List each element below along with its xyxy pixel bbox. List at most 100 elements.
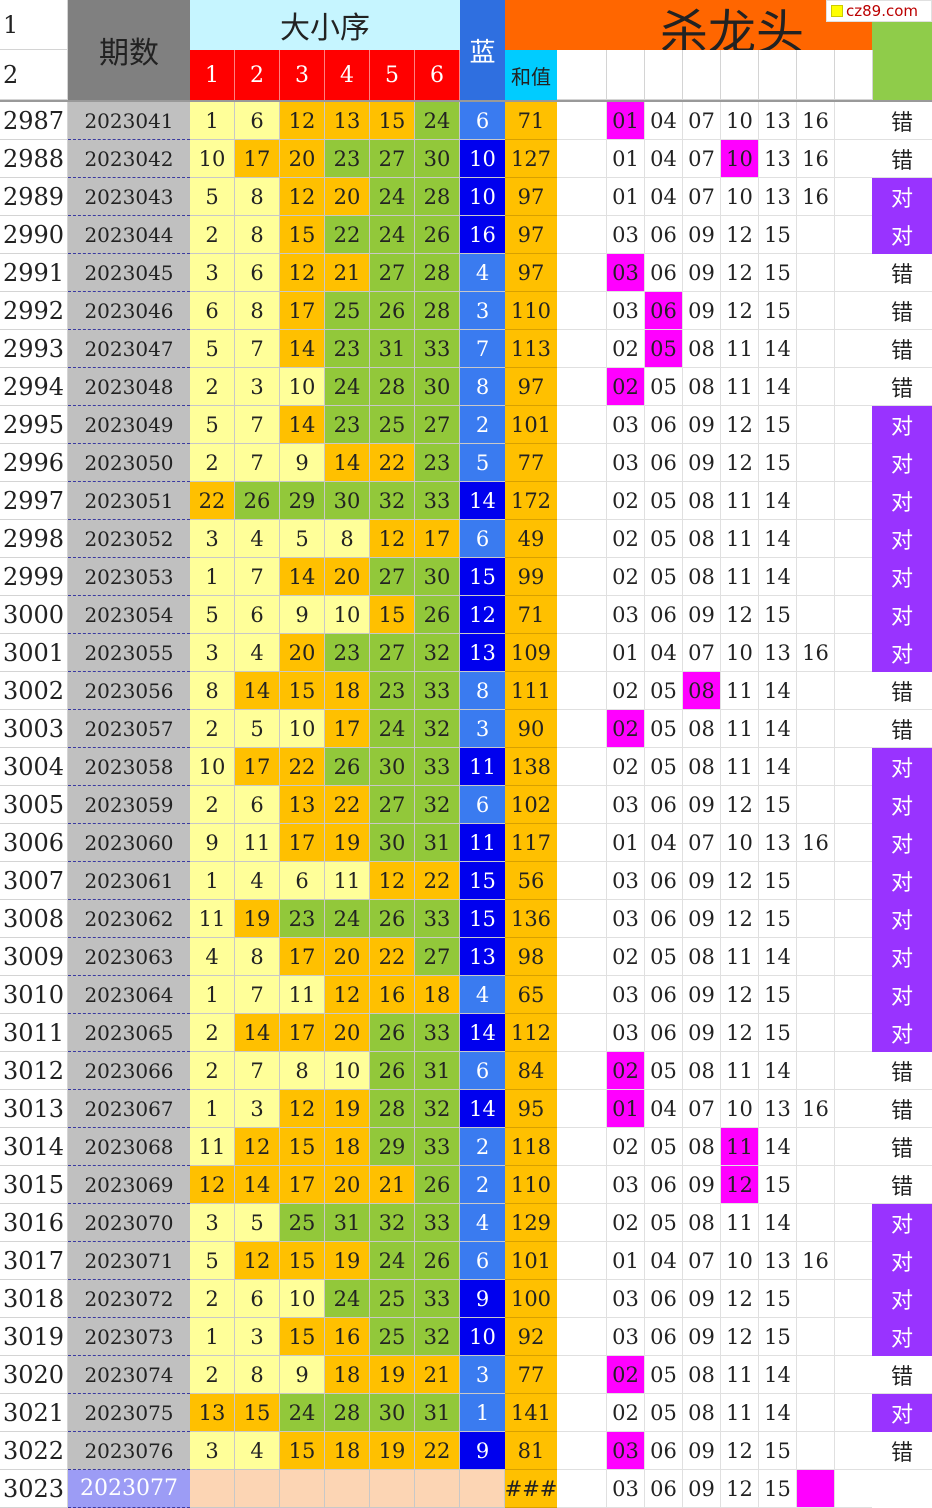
red-ball-cell[interactable]: 26	[415, 216, 460, 254]
red-ball-cell[interactable]: 20	[325, 938, 370, 976]
gap-cell[interactable]	[557, 1128, 607, 1166]
kill-number-cell[interactable]: 02	[607, 1052, 645, 1090]
kill-number-cell[interactable]: 01	[607, 1090, 645, 1128]
kill-number-cell[interactable]	[797, 216, 835, 254]
kill-number-cell[interactable]: 07	[683, 140, 721, 178]
kill-number-cell[interactable]	[797, 786, 835, 824]
kill-number-cell[interactable]: 05	[645, 710, 683, 748]
red-ball-cell[interactable]: 24	[325, 900, 370, 938]
kill-number-cell[interactable]: 11	[721, 1052, 759, 1090]
red-ball-cell[interactable]: 28	[415, 292, 460, 330]
row-number[interactable]: 2988	[0, 140, 68, 178]
kill-number-cell[interactable]	[835, 596, 873, 634]
kill-number-cell[interactable]: 09	[683, 786, 721, 824]
period-cell[interactable]: 2023062	[68, 900, 190, 938]
kill-number-cell[interactable]	[797, 1204, 835, 1242]
kill-number-cell[interactable]: 08	[683, 1128, 721, 1166]
kill-number-cell[interactable]	[835, 178, 873, 216]
blue-ball-cell[interactable]: 8	[460, 368, 505, 406]
red-ball-cell[interactable]: 29	[280, 482, 325, 520]
period-cell[interactable]: 2023059	[68, 786, 190, 824]
kill-number-cell[interactable]: 03	[607, 1318, 645, 1356]
blue-ball-cell[interactable]: 10	[460, 1318, 505, 1356]
sum-cell[interactable]: 81	[505, 1432, 557, 1470]
red-ball-cell[interactable]: 31	[325, 1204, 370, 1242]
blue-ball-cell[interactable]: 15	[460, 862, 505, 900]
result-cell[interactable]: 对	[872, 596, 932, 634]
kill-number-cell[interactable]: 15	[759, 900, 797, 938]
kill-number-cell[interactable]	[835, 140, 873, 178]
row-number[interactable]: 3016	[0, 1204, 68, 1242]
kill-number-cell[interactable]: 14	[759, 748, 797, 786]
red-ball-cell[interactable]: 18	[325, 1432, 370, 1470]
red-ball-cell[interactable]: 1	[190, 976, 235, 1014]
red-ball-cell[interactable]: 23	[325, 140, 370, 178]
kill-number-cell[interactable]: 06	[645, 216, 683, 254]
red-ball-cell[interactable]: 4	[235, 634, 280, 672]
kill-number-cell[interactable]: 12	[721, 900, 759, 938]
row-number[interactable]: 2999	[0, 558, 68, 596]
kill-number-cell[interactable]: 14	[759, 330, 797, 368]
red-ball-cell[interactable]: 23	[325, 406, 370, 444]
red-ball-cell[interactable]: 24	[325, 368, 370, 406]
kill-number-cell[interactable]: 04	[645, 140, 683, 178]
red-ball-cell[interactable]: 27	[370, 254, 415, 292]
red-ball-cell[interactable]: 31	[370, 330, 415, 368]
kill-number-cell[interactable]: 14	[759, 558, 797, 596]
result-cell[interactable]: 错	[872, 672, 932, 710]
gap-cell[interactable]	[557, 216, 607, 254]
sum-cell[interactable]: 117	[505, 824, 557, 862]
red-ball-cell[interactable]: 14	[280, 330, 325, 368]
red-ball-cell[interactable]: 15	[280, 672, 325, 710]
kill-number-cell[interactable]: 15	[759, 406, 797, 444]
red-ball-cell[interactable]: 27	[370, 558, 415, 596]
red-ball-cell[interactable]: 26	[415, 596, 460, 634]
red-ball-cell[interactable]: 13	[280, 786, 325, 824]
sum-cell[interactable]: 77	[505, 1356, 557, 1394]
gap-cell[interactable]	[557, 1318, 607, 1356]
period-cell[interactable]: 2023064	[68, 976, 190, 1014]
kill-number-cell[interactable]: 14	[759, 1128, 797, 1166]
kill-number-cell[interactable]: 12	[721, 596, 759, 634]
red-ball-cell[interactable]: 15	[370, 102, 415, 140]
gap-cell[interactable]	[557, 862, 607, 900]
period-cell[interactable]: 2023065	[68, 1014, 190, 1052]
sum-cell[interactable]: 71	[505, 596, 557, 634]
kill-number-cell[interactable]	[835, 1470, 873, 1508]
red-ball-cell-empty[interactable]	[325, 1470, 370, 1508]
red-ball-cell[interactable]: 15	[280, 1318, 325, 1356]
kill-number-cell[interactable]: 14	[759, 1052, 797, 1090]
kill-number-cell[interactable]: 08	[683, 748, 721, 786]
red-ball-cell[interactable]: 5	[235, 1204, 280, 1242]
row-number[interactable]: 3007	[0, 862, 68, 900]
kill-number-cell[interactable]: 06	[645, 1318, 683, 1356]
row-number[interactable]: 3017	[0, 1242, 68, 1280]
red-ball-cell[interactable]: 33	[415, 672, 460, 710]
kill-number-cell[interactable]	[835, 1242, 873, 1280]
red-ball-cell[interactable]: 33	[415, 1280, 460, 1318]
kill-number-cell[interactable]	[835, 900, 873, 938]
red-ball-cell[interactable]: 8	[325, 520, 370, 558]
red-ball-cell[interactable]: 24	[370, 216, 415, 254]
kill-number-cell[interactable]	[835, 368, 873, 406]
gap-cell[interactable]	[557, 292, 607, 330]
kill-number-cell[interactable]: 14	[759, 710, 797, 748]
kill-number-cell[interactable]: 11	[721, 330, 759, 368]
row-number[interactable]: 2992	[0, 292, 68, 330]
red-ball-cell[interactable]: 17	[415, 520, 460, 558]
kill-number-cell[interactable]: 13	[759, 178, 797, 216]
kill-number-cell[interactable]: 16	[797, 1242, 835, 1280]
kill-number-cell[interactable]: 03	[607, 1014, 645, 1052]
kill-number-cell[interactable]	[797, 1166, 835, 1204]
blue-ball-cell[interactable]: 14	[460, 482, 505, 520]
result-cell[interactable]: 错	[872, 330, 932, 368]
sum-cell[interactable]: 136	[505, 900, 557, 938]
red-ball-cell[interactable]: 22	[415, 1432, 460, 1470]
kill-number-cell[interactable]	[797, 976, 835, 1014]
kill-number-cell[interactable]: 02	[607, 748, 645, 786]
sum-cell[interactable]: 111	[505, 672, 557, 710]
red-ball-cell[interactable]: 25	[370, 1280, 415, 1318]
kill-number-cell[interactable]	[797, 1052, 835, 1090]
red-ball-cell-empty[interactable]	[190, 1470, 235, 1508]
result-cell[interactable]: 错	[872, 710, 932, 748]
